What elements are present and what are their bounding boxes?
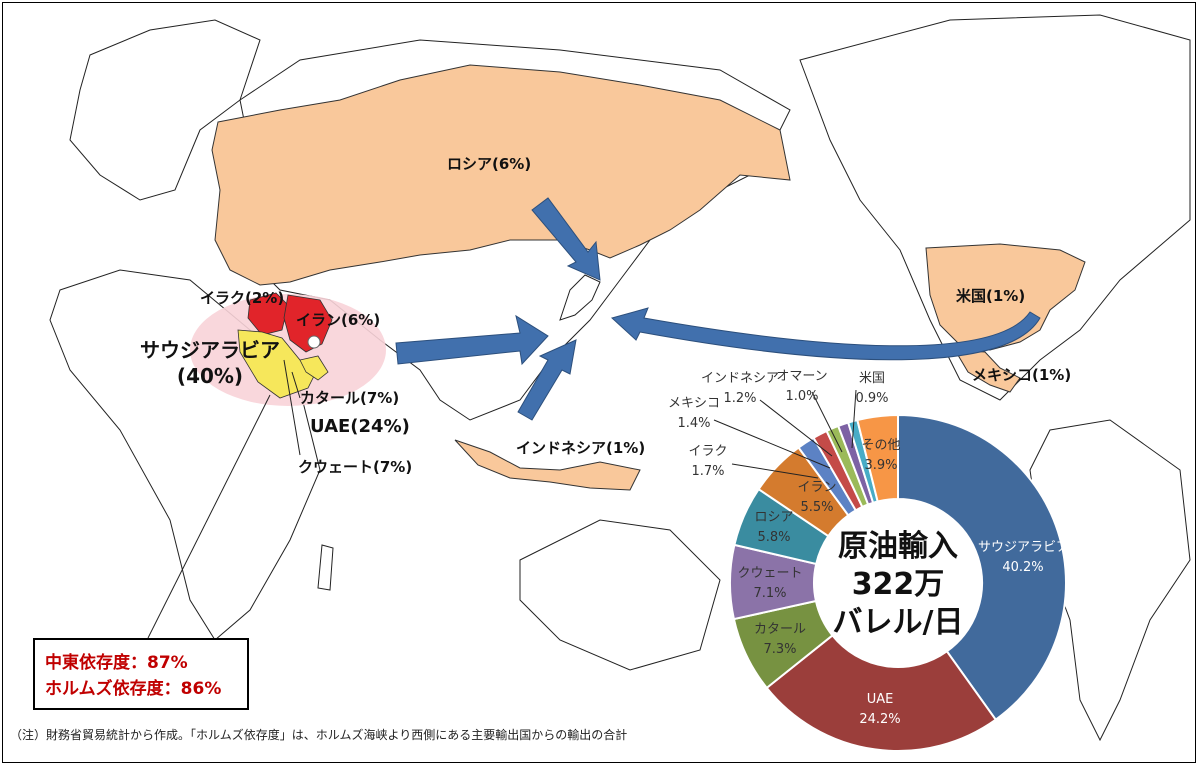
slice-name-usa: 米国: [858, 371, 885, 386]
crude-import-donut-chart: [713, 389, 1067, 752]
arrow-russia: [531, 197, 601, 281]
leader-kuwait: [283, 359, 301, 456]
slice-value-saudi: 40.2%: [1002, 560, 1044, 576]
center-title-line3: バレル/日: [832, 605, 964, 640]
slice-name-iraq: イラク: [688, 444, 728, 459]
australia-landmass: [519, 519, 721, 671]
leader-lines: [147, 359, 301, 639]
uae-qatar-region: [299, 355, 329, 381]
russia-region: [211, 64, 791, 286]
slice-label-uae: UAE 24.2%: [850, 690, 910, 730]
donut-slice-11: [856, 413, 899, 503]
europe-landmass: [69, 19, 261, 201]
label-usa: 米国(1%): [956, 287, 1026, 305]
slice-value-oman: 1.0%: [785, 389, 819, 405]
slice-name-indonesia: インドネシア: [700, 371, 779, 386]
north-america-landmass: [799, 14, 1191, 401]
saudi-region: [237, 329, 319, 399]
indonesia-region: [454, 439, 641, 491]
donut-center-title: 原油輸入 322万 バレル/日: [816, 528, 980, 642]
import-arrows: [395, 197, 1041, 421]
slice-name-oman: オマーン: [776, 369, 828, 384]
slice-value-indonesia: 1.2%: [723, 391, 757, 407]
slice-value-russia: 5.8%: [757, 530, 791, 546]
slice-name-iran: イラン: [797, 480, 837, 495]
label-mexico: メキシコ(1%): [972, 366, 1072, 384]
leader-mexico: [713, 419, 831, 469]
slice-value-usa: 0.9%: [855, 391, 889, 407]
slice-name-kuwait: クウェート: [737, 566, 803, 581]
slice-label-qatar: カタール 7.3%: [750, 620, 810, 660]
label-qatar: カタール(7%): [300, 389, 400, 407]
slice-label-iran: イラン 5.5%: [792, 478, 842, 518]
arrow-middle-east: [395, 314, 549, 366]
slice-label-others: その他 3.9%: [856, 436, 906, 476]
dependency-box: 中東依存度：87% ホルムズ依存度：86%: [33, 638, 249, 710]
label-iran: イラン(6%): [296, 311, 381, 329]
leader-oman: [811, 391, 843, 453]
center-title-line1: 原油輸入: [838, 529, 958, 564]
slice-name-russia: ロシア: [754, 510, 794, 525]
label-kuwait: クウェート(7%): [298, 458, 413, 476]
leader-usa: [851, 389, 857, 449]
slice-label-usa: 米国 0.9%: [852, 369, 892, 409]
madagascar-landmass: [317, 544, 334, 591]
slice-value-qatar: 7.3%: [763, 642, 797, 658]
label-saudi-line1: サウジアラビア: [140, 338, 280, 362]
footnote: （注）財務省貿易統計から作成。「ホルムズ依存度」は、ホルムズ海峡より西側にある主…: [10, 728, 628, 742]
mexico-region: [954, 349, 1021, 393]
leader-iraq: [731, 463, 819, 479]
arrow-usa: [610, 307, 1041, 361]
center-title-line2: 322万: [851, 567, 945, 602]
hormuz-dependency: ホルムズ依存度：86%: [45, 679, 222, 699]
slice-label-indonesia: インドネシア 1.2%: [700, 369, 780, 409]
slice-name-saudi: サウジアラビア: [978, 540, 1070, 555]
slice-value-uae: 24.2%: [859, 712, 901, 728]
slice-name-mexico: メキシコ: [667, 396, 720, 411]
label-iraq: イラク(2%): [200, 289, 285, 307]
donut-slice-1: [765, 634, 998, 752]
slice-value-others: 3.9%: [864, 458, 898, 474]
slice-label-russia: ロシア 5.8%: [746, 508, 802, 548]
label-saudi-line2: (40%): [176, 364, 244, 388]
slice-value-iran: 5.5%: [800, 500, 834, 516]
leader-dependency: [147, 394, 271, 639]
leader-indonesia: [759, 399, 833, 457]
slice-value-kuwait: 7.1%: [753, 586, 787, 602]
usa-region: [925, 243, 1086, 351]
slice-label-oman: オマーン 1.0%: [774, 367, 830, 407]
japan-landmass: [559, 274, 601, 321]
slice-label-saudi: サウジアラビア 40.2%: [978, 538, 1070, 578]
leader-qatar: [291, 371, 301, 399]
slice-name-others: その他: [861, 438, 901, 453]
donut-slice-0: [897, 413, 1067, 722]
slice-name-qatar: カタール: [753, 622, 806, 637]
slice-label-mexico: メキシコ 1.4%: [664, 394, 724, 434]
iraq-region: [247, 292, 289, 336]
middle-east-dependency: 中東依存度：87%: [45, 653, 188, 673]
label-russia: ロシア(6%): [447, 155, 532, 173]
slice-label-iraq: イラク 1.7%: [688, 442, 728, 482]
slice-value-mexico: 1.4%: [677, 416, 711, 432]
label-indonesia: インドネシア(1%): [516, 439, 646, 457]
slice-value-iraq: 1.7%: [691, 464, 725, 480]
label-uae: UAE(24%): [310, 416, 410, 437]
arrow-indonesia: [517, 339, 577, 421]
label-saudi: サウジアラビア (40%): [140, 337, 280, 389]
hormuz-mark: [307, 335, 321, 349]
slice-name-uae: UAE: [866, 692, 894, 707]
slice-label-kuwait: クウェート 7.1%: [735, 564, 805, 604]
